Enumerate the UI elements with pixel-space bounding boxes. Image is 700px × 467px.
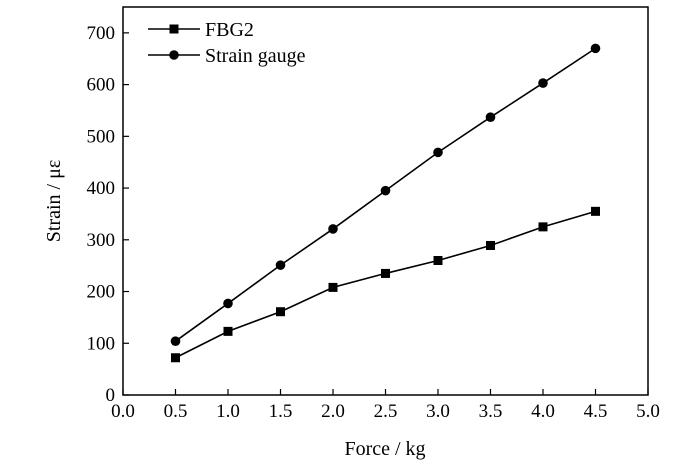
x-axis-label: Force / kg bbox=[344, 438, 425, 460]
data-point-strain-gauge bbox=[538, 78, 548, 88]
series-layer bbox=[170, 43, 601, 363]
x-tick-label: 5.0 bbox=[636, 401, 660, 422]
data-point-strain-gauge bbox=[170, 336, 181, 346]
y-tick-label: 0 bbox=[106, 385, 116, 406]
data-point-strain-gauge bbox=[223, 298, 233, 309]
x-tick-label: 4.5 bbox=[584, 401, 608, 422]
legend-item-fbg2: FBG2 bbox=[148, 19, 254, 41]
data-point-strain-gauge bbox=[380, 185, 391, 196]
x-tick-label: 2.5 bbox=[374, 401, 398, 422]
y-tick-label: 500 bbox=[87, 126, 116, 147]
data-point-strain-gauge bbox=[275, 260, 286, 270]
y-tick-label: 700 bbox=[87, 23, 116, 44]
x-tick-label: 0.0 bbox=[111, 401, 135, 422]
legend: FBG2 Strain gauge bbox=[148, 19, 306, 67]
y-tick-label: 100 bbox=[87, 333, 116, 354]
data-point-fbg2 bbox=[381, 268, 390, 278]
x-tick-label: 0.5 bbox=[164, 401, 188, 422]
x-tick-label: 1.5 bbox=[269, 401, 293, 422]
y-tick-label: 600 bbox=[87, 75, 116, 96]
y-tick-label: 400 bbox=[87, 178, 116, 199]
data-point-fbg2 bbox=[433, 255, 443, 265]
data-point-fbg2 bbox=[276, 307, 285, 317]
series-fbg2 bbox=[171, 206, 600, 363]
x-axis: 0.0 0.5 1.0 1.5 2.0 2.5 3.0 3.5 4.0 4.5 5.0 bbox=[111, 389, 660, 422]
data-point-fbg2 bbox=[171, 353, 180, 363]
legend-label: Strain gauge bbox=[205, 45, 306, 67]
x-tick-label: 3.0 bbox=[426, 401, 450, 422]
data-point-strain-gauge bbox=[328, 224, 338, 234]
data-point-strain-gauge bbox=[433, 147, 443, 158]
x-tick-label: 4.0 bbox=[531, 401, 555, 422]
series-line-fbg2 bbox=[175, 210, 596, 359]
data-point-fbg2 bbox=[223, 326, 233, 336]
legend-label: FBG2 bbox=[205, 19, 254, 41]
data-point-fbg2 bbox=[591, 206, 600, 216]
data-point-fbg2 bbox=[328, 282, 338, 292]
data-point-strain-gauge bbox=[590, 43, 601, 54]
y-axis-label: Strain / με bbox=[43, 160, 65, 242]
x-tick-label: 1.0 bbox=[216, 401, 240, 422]
x-tick-label: 3.5 bbox=[479, 401, 503, 422]
y-tick-label: 300 bbox=[87, 230, 116, 251]
legend-marker bbox=[169, 24, 179, 34]
legend-marker bbox=[169, 50, 179, 60]
series-strain-gauge bbox=[170, 43, 601, 346]
y-axis: 0 100 200 300 400 500 600 700 bbox=[87, 23, 129, 406]
data-point-fbg2 bbox=[486, 240, 495, 250]
data-point-strain-gauge bbox=[485, 112, 496, 122]
data-point-fbg2 bbox=[538, 222, 548, 232]
y-tick-label: 200 bbox=[87, 282, 116, 303]
legend-item-strain-gauge: Strain gauge bbox=[148, 45, 306, 67]
x-tick-label: 2.0 bbox=[321, 401, 345, 422]
